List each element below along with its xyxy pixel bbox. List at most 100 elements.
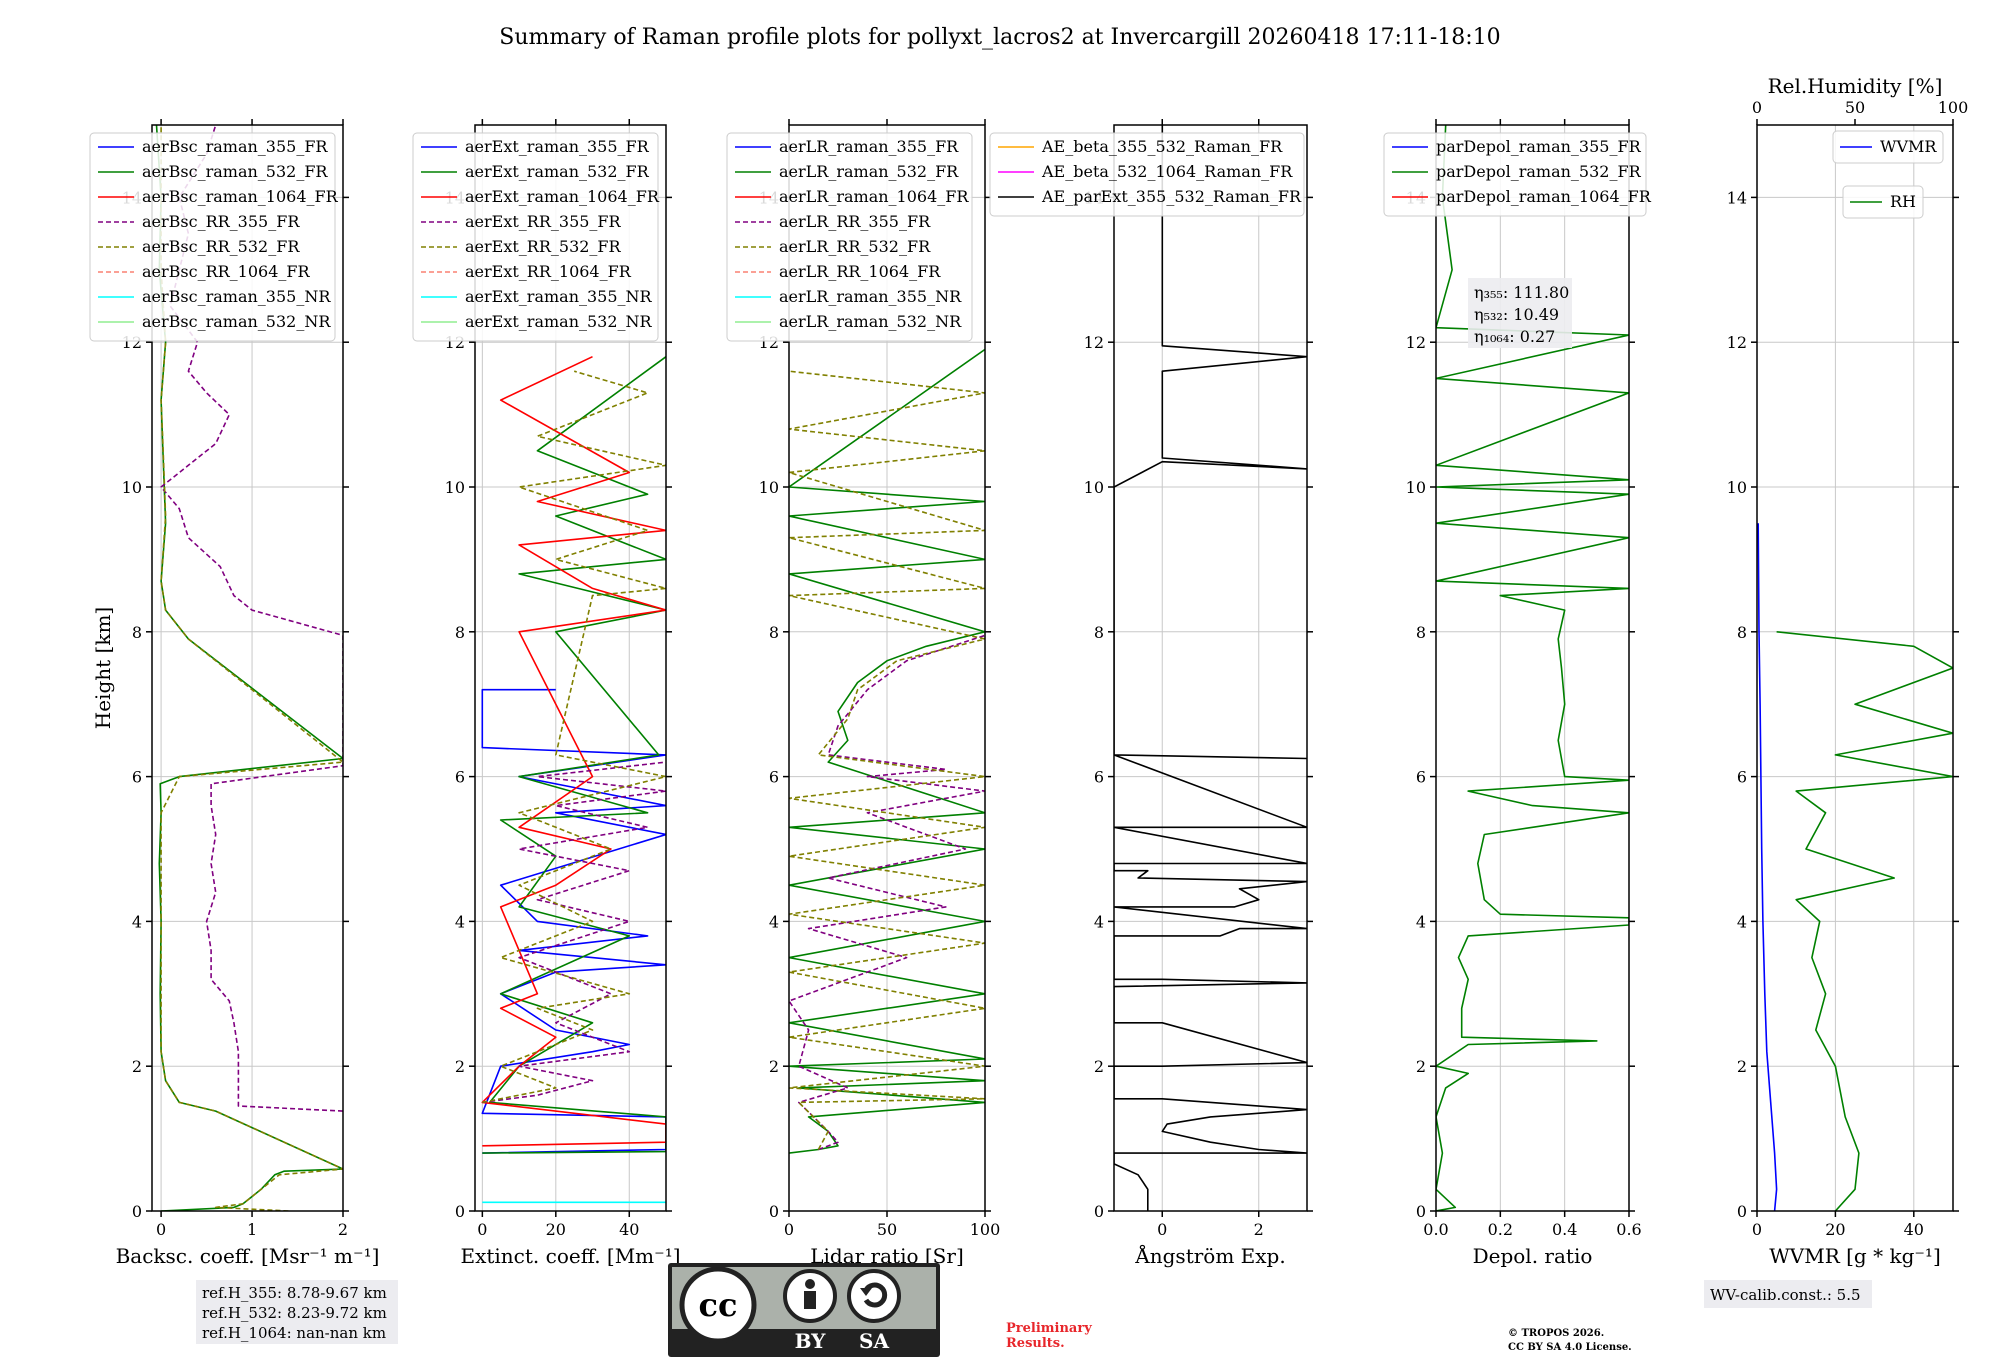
legend-label: aerExt_RR_532_FR [465,237,622,256]
series-group [1114,125,1307,1211]
x-axis-label: Backsc. coeff. [Msr⁻¹ m⁻¹] [116,1244,380,1268]
legend-label: aerExt_RR_1064_FR [465,262,632,281]
axes-frame [151,124,344,1212]
xtick-label: 0 [784,1220,794,1239]
xtick-label: 0.6 [1616,1220,1641,1239]
copyright-line2: CC BY SA 4.0 License. [1508,1342,1632,1353]
series-line-AE_parExt_355_532_Raman_FR [1114,125,1307,1211]
legend-label: aerExt_raman_355_FR [465,137,650,156]
legend-label: aerBsc_raman_532_FR [142,162,328,181]
chart-panels: 01202468101214Backsc. coeff. [Msr⁻¹ m⁻¹]… [89,74,1969,1268]
ytick-label: 4 [455,912,465,931]
series-group [1436,125,1629,1211]
xtick-label: 0 [477,1220,487,1239]
xtick-label: 0.0 [1423,1220,1448,1239]
wv-calib-const: WV-calib.const.: 5.5 [1710,1286,1861,1304]
series-line-aerExt_RR_355_FR [482,761,666,1104]
legend-frame [89,132,336,342]
series-line-WVMR [1757,523,1778,1211]
top-xtick-label: 50 [1845,98,1865,117]
legend: aerLR_raman_355_FR aerLR_raman_532_FR aerL… [726,132,973,342]
ytick-label: 6 [1737,768,1747,787]
panel-bsc: 01202468101214Backsc. coeff. [Msr⁻¹ m⁻¹]… [89,119,380,1268]
ytick-label: 6 [769,768,779,787]
ytick-label: 6 [1416,768,1426,787]
legend-label: WVMR [1880,137,1937,156]
axes-frame [1113,124,1308,1212]
legend-label: parDepol_raman_355_FR [1436,137,1642,156]
xtick-label: 0 [1157,1220,1167,1239]
eta-annotation: η₃₅₅: 111.80 η₅₃₂: 10.49 η₁₀₆₄: 0.27 [1468,278,1572,348]
ytick-label: 10 [445,478,465,497]
legend-label: aerExt_raman_532_NR [465,312,653,331]
legend-label: aerExt_raman_532_FR [465,162,650,181]
legend-label: aerBsc_raman_1064_FR [142,187,339,206]
top-xtick-label: 100 [1938,98,1969,117]
xtick-label: 0 [1752,1220,1762,1239]
xtick-label: 2 [1254,1220,1264,1239]
legend-label: AE_beta_532_1064_Raman_FR [1041,162,1293,181]
legend-label: aerLR_raman_532_FR [779,162,959,181]
preliminary-label-line1: Preliminary [1006,1321,1092,1336]
legend-label: aerLR_RR_355_FR [779,212,931,231]
legend-label: RH [1890,192,1916,211]
xtick-label: 1 [247,1220,257,1239]
ytick-label: 14 [1727,188,1747,207]
wv-calib-box: WV-calib.const.: 5.5 [1704,1280,1872,1308]
x-axis-label: Depol. ratio [1473,1244,1593,1268]
series-line-aerBsc_RR_355_FR [160,125,343,1112]
legend: aerBsc_raman_355_FR aerBsc_raman_532_FRae… [89,132,339,342]
ytick-label: 8 [1737,623,1747,642]
series-group [155,125,343,1211]
series-line-aerLR_RR_355_FR [789,634,985,1151]
xtick-label: 20 [546,1220,566,1239]
legend-label: aerLR_raman_355_NR [779,287,962,306]
ytick-label: 6 [132,768,142,787]
xtick-label: 2 [338,1220,348,1239]
series-line-aerExt_raman_532_FR [482,356,666,1154]
legend-label: aerLR_raman_355_FR [779,137,959,156]
xtick-label: 0 [156,1220,166,1239]
legend-label: aerBsc_RR_1064_FR [142,262,311,281]
ytick-label: 6 [455,768,465,787]
legend-frame [726,132,973,342]
ytick-label: 10 [122,478,142,497]
panel-ae: 0202468101214Ångström Exp.AE_beta_355_53… [989,119,1313,1268]
series-group [481,355,666,1204]
legend-label: aerLR_RR_532_FR [779,237,931,256]
x-axis-label: Extinct. coeff. [Mm⁻¹] [460,1244,680,1268]
xtick-label: 0.2 [1488,1220,1513,1239]
ytick-label: 2 [1737,1057,1747,1076]
xtick-label: 0.4 [1552,1220,1577,1239]
xtick-label: 50 [877,1220,897,1239]
ytick-label: 8 [455,623,465,642]
ytick-label: 8 [769,623,779,642]
axes-frame [1756,124,1954,1212]
legend-label: aerBsc_raman_355_NR [142,287,331,306]
panel-lr: 05010002468101214Lidar ratio [Sr]aerLR_r… [726,119,1000,1268]
ytick-label: 10 [1084,478,1104,497]
ytick-label: 4 [1737,912,1747,931]
legend-label: parDepol_raman_532_FR [1436,162,1642,181]
legend-label: aerBsc_raman_532_NR [142,312,331,331]
eta-value: η₁₀₆₄: 0.27 [1474,327,1555,346]
legend: parDepol_raman_355_FR parDepol_raman_532_… [1383,132,1652,217]
ytick-label: 0 [132,1202,142,1221]
ytick-label: 8 [132,623,142,642]
xtick-label: 40 [1904,1220,1924,1239]
xtick-label: 20 [1825,1220,1845,1239]
ref-height-1064: ref.H_1064: nan-nan km [202,1324,386,1342]
ytick-label: 4 [1416,912,1426,931]
legend: aerExt_raman_355_FR aerExt_raman_532_FRae… [412,132,660,342]
figure-title: Summary of Raman profile plots for polly… [499,25,1500,50]
ytick-label: 0 [769,1202,779,1221]
series-group [789,348,985,1154]
ytick-label: 12 [1084,333,1104,352]
legend-frame [1383,132,1647,217]
ytick-label: 10 [759,478,779,497]
ytick-label: 4 [769,912,779,931]
x-axis-label: Ångström Exp. [1134,1243,1285,1268]
copyright-line1: © TROPOS 2026. [1508,1328,1604,1339]
